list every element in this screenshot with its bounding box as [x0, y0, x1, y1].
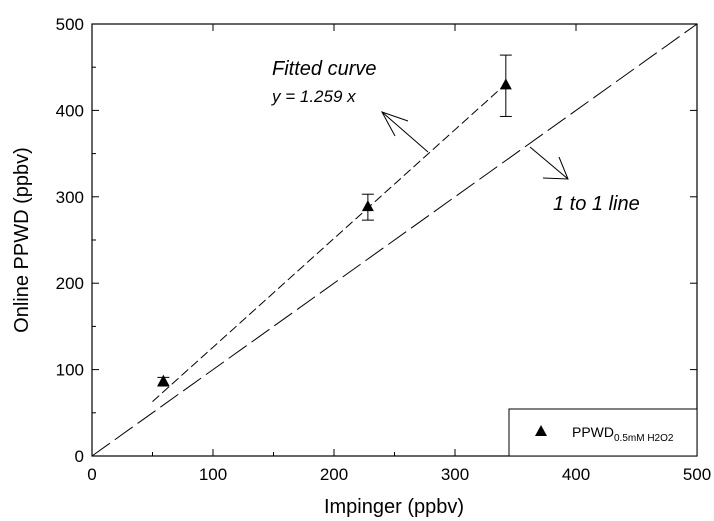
x-tick-label: 400: [562, 465, 590, 484]
y-axis-label: Online PPWD (ppbv): [11, 147, 33, 333]
x-axis-label: Impinger (ppbv): [324, 496, 464, 518]
y-tick-label: 200: [56, 274, 84, 293]
fit-equation-annotation: y = 1.259 x: [271, 87, 356, 106]
x-tick-label: 0: [87, 465, 96, 484]
y-axis-ticks: 0 100 200 300 400 500: [56, 15, 697, 466]
fit-arrow: [380, 111, 429, 153]
legend-label-main: PPWD: [572, 424, 614, 440]
identity-line-annotation: 1 to 1 line: [553, 193, 640, 215]
x-tick-label: 200: [320, 465, 348, 484]
data-point-triangle: [499, 78, 512, 90]
y-tick-label: 0: [75, 447, 84, 466]
y-tick-label: 500: [56, 15, 84, 34]
data-point-triangle: [157, 374, 170, 386]
reference-lines: [91, 23, 698, 457]
y-tick-label: 400: [56, 101, 84, 120]
legend-label-sub: 0.5mM H2O2: [614, 433, 674, 444]
identity-line: [91, 23, 698, 457]
y-tick-label: 100: [56, 361, 84, 380]
legend: PPWD0.5mM H2O2: [508, 408, 698, 457]
legend-label: PPWD0.5mM H2O2: [572, 424, 674, 444]
x-tick-label: 500: [683, 465, 711, 484]
x-axis-ticks: 0 100 200 300 400 500: [87, 24, 711, 484]
data-points: [157, 54, 512, 387]
y-tick-label: 300: [56, 188, 84, 207]
x-tick-label: 100: [199, 465, 227, 484]
x-tick-label: 300: [441, 465, 469, 484]
fitted-curve-line: [152, 83, 507, 402]
identity-arrow: [529, 146, 569, 180]
data-point-triangle: [361, 200, 374, 212]
legend-marker: [535, 425, 547, 436]
fit-title-annotation: Fitted curve: [272, 58, 376, 80]
